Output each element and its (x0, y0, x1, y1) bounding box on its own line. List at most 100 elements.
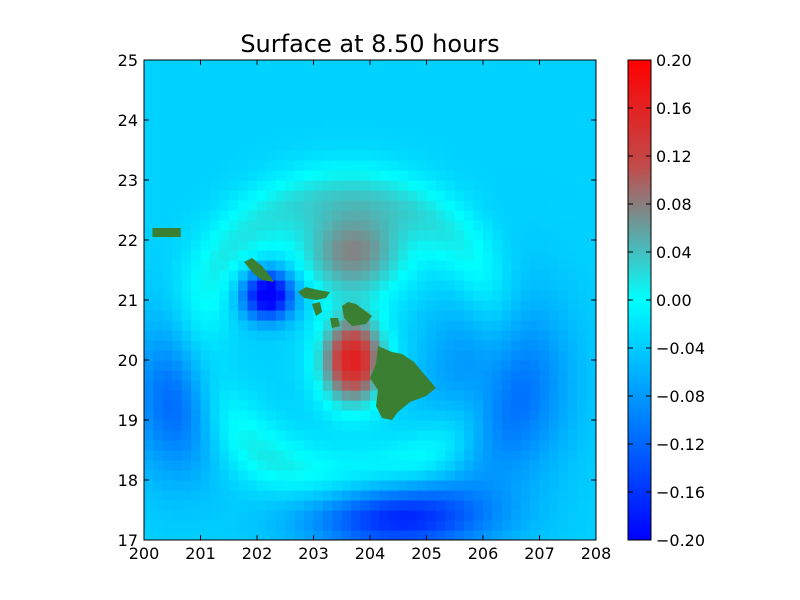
heatmap-cell (200, 190, 211, 201)
heatmap-cell (379, 250, 390, 261)
heatmap-cell (294, 430, 305, 441)
heatmap-cell (464, 360, 475, 371)
heatmap-cell (332, 420, 343, 431)
heatmap-cell (548, 360, 559, 371)
heatmap-cell (492, 290, 503, 301)
heatmap-cell (332, 440, 343, 451)
heatmap-cell (162, 220, 173, 231)
heatmap-cell (370, 70, 381, 81)
heatmap-cell (285, 290, 296, 301)
heatmap-cell (520, 380, 531, 391)
heatmap-cell (181, 360, 192, 371)
heatmap-cell (464, 380, 475, 391)
heatmap-cell (200, 470, 211, 481)
heatmap-cell (586, 320, 596, 331)
heatmap-cell (417, 130, 428, 141)
heatmap-cell (407, 250, 418, 261)
heatmap-cell (520, 210, 531, 221)
heatmap-cell (501, 290, 512, 301)
heatmap-cell (379, 100, 390, 111)
heatmap-cell (238, 60, 249, 71)
heatmap-cell (586, 250, 596, 261)
heatmap-cell (209, 190, 220, 201)
heatmap-cell (219, 330, 230, 341)
heatmap-cell (219, 420, 230, 431)
heatmap-cell (162, 150, 173, 161)
heatmap-cell (473, 140, 484, 151)
heatmap-cell (445, 160, 456, 171)
heatmap-cell (360, 170, 371, 181)
heatmap-cell (370, 390, 381, 401)
heatmap-cell (275, 250, 286, 261)
heatmap-cell (209, 150, 220, 161)
heatmap-cell (445, 510, 456, 521)
heatmap-cell (473, 360, 484, 371)
heatmap-cell (285, 160, 296, 171)
heatmap-cell (398, 150, 409, 161)
heatmap-cell (558, 210, 569, 221)
heatmap-cell (501, 140, 512, 151)
y-tick-label: 18 (118, 471, 138, 490)
heatmap-cell (473, 420, 484, 431)
heatmap-cell (454, 260, 465, 271)
heatmap-cell (417, 100, 428, 111)
heatmap-cell (304, 270, 315, 281)
heatmap-cell (398, 60, 409, 71)
heatmap-cell (209, 170, 220, 181)
heatmap-cell (332, 140, 343, 151)
heatmap-cell (266, 230, 277, 241)
heatmap-cell (257, 410, 268, 421)
heatmap-cell (492, 460, 503, 471)
heatmap-cell (511, 320, 522, 331)
heatmap-cell (191, 310, 202, 321)
heatmap-cell (388, 450, 399, 461)
heatmap-cell (586, 450, 596, 461)
heatmap-cell (360, 70, 371, 81)
y-tick-label: 21 (118, 291, 138, 310)
heatmap-cell (275, 240, 286, 251)
heatmap-cell (285, 530, 296, 540)
heatmap-cell (228, 160, 239, 171)
heatmap-cell (181, 100, 192, 111)
heatmap-cell (247, 310, 258, 321)
heatmap-cell (209, 160, 220, 171)
heatmap-cell (266, 380, 277, 391)
heatmap-cell (417, 250, 428, 261)
heatmap-cell (228, 400, 239, 411)
heatmap-cell (492, 480, 503, 491)
heatmap-cell (238, 320, 249, 331)
heatmap-cell (558, 60, 569, 71)
heatmap-cell (191, 460, 202, 471)
heatmap-cell (322, 90, 333, 101)
heatmap-cell (407, 110, 418, 121)
heatmap-cell (473, 380, 484, 391)
heatmap-cell (200, 80, 211, 91)
heatmap-cell (539, 70, 550, 81)
heatmap-cell (520, 300, 531, 311)
heatmap-cell (567, 450, 578, 461)
heatmap-cell (417, 510, 428, 521)
heatmap-cell (304, 370, 315, 381)
heatmap-cell (548, 170, 559, 181)
heatmap-cell (548, 100, 559, 111)
heatmap-cell (228, 330, 239, 341)
heatmap-cell (558, 430, 569, 441)
heatmap-cell (454, 150, 465, 161)
heatmap-cell (398, 190, 409, 201)
heatmap-cell (539, 250, 550, 261)
heatmap-cell (577, 90, 588, 101)
heatmap-cell (398, 490, 409, 501)
heatmap-cell (370, 190, 381, 201)
heatmap-cell (464, 390, 475, 401)
heatmap-cell (539, 110, 550, 121)
heatmap-cell (285, 230, 296, 241)
heatmap-cell (445, 410, 456, 421)
heatmap-cell (275, 150, 286, 161)
heatmap-cell (370, 160, 381, 171)
heatmap-cell (435, 420, 446, 431)
heatmap-cell (238, 460, 249, 471)
heatmap-cell (322, 310, 333, 321)
heatmap-cell (191, 390, 202, 401)
heatmap-cell (398, 160, 409, 171)
